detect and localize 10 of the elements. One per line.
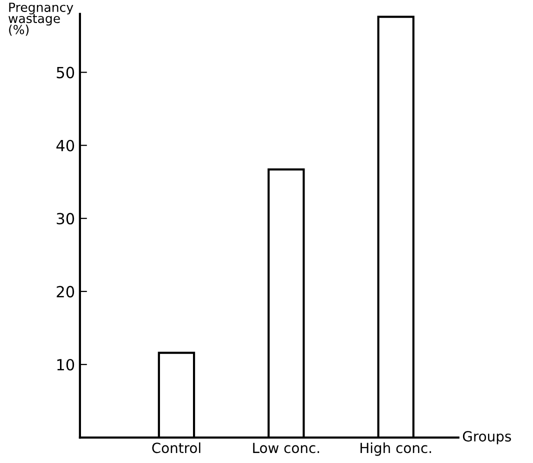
x-tick-label: Control	[152, 442, 200, 454]
y-tick-label: 50	[56, 66, 74, 78]
y-axis-title: Pregnancy wastage (%)	[8, 2, 74, 36]
y-tick-label: 10	[57, 358, 74, 371]
x-tick-label: Low conc.	[253, 442, 320, 454]
y-tick-label: 40	[56, 140, 74, 152]
y-tick-label: 30	[56, 212, 74, 224]
y-tick-label: 20	[56, 286, 74, 298]
x-tick-label: High conc.	[360, 442, 432, 456]
x-axis-title: Groups	[462, 431, 511, 444]
